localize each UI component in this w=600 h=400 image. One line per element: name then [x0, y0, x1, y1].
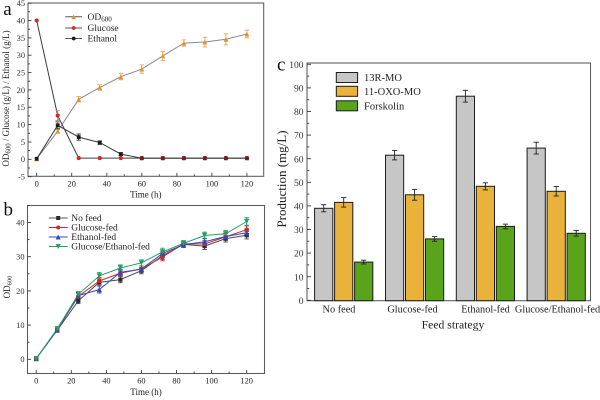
svg-text:Glucose-fed: Glucose-fed: [387, 305, 438, 316]
svg-text:0: 0: [35, 180, 39, 189]
svg-text:120: 120: [241, 180, 254, 189]
svg-text:45: 45: [17, 0, 25, 8]
svg-text:100: 100: [206, 180, 219, 189]
svg-text:b: b: [4, 200, 14, 221]
svg-text:30: 30: [17, 51, 25, 60]
svg-text:Time (h): Time (h): [130, 387, 161, 397]
svg-text:30: 30: [16, 253, 24, 262]
svg-text:0: 0: [20, 355, 24, 364]
svg-text:a: a: [3, 0, 12, 20]
svg-text:0: 0: [299, 297, 304, 307]
svg-text:120: 120: [240, 377, 253, 386]
svg-text:60: 60: [137, 377, 145, 386]
svg-text:90: 90: [294, 85, 304, 95]
svg-text:80: 80: [173, 180, 181, 189]
svg-text:10: 10: [16, 321, 24, 330]
svg-text:25: 25: [17, 69, 25, 78]
svg-text:20: 20: [67, 377, 75, 386]
svg-text:Time (h): Time (h): [130, 189, 161, 199]
svg-text:Feed strategy: Feed strategy: [422, 318, 485, 331]
svg-text:5: 5: [21, 138, 25, 147]
svg-text:10: 10: [294, 273, 304, 283]
svg-text:Ethanol: Ethanol: [88, 35, 118, 45]
svg-text:40: 40: [16, 218, 24, 227]
svg-text:0: 0: [34, 377, 38, 386]
svg-text:OD600 / Glucose (g/L) / Ethano: OD600 / Glucose (g/L) / Ethanol (g/L): [1, 30, 13, 166]
svg-text:Glucose-fed: Glucose-fed: [71, 223, 118, 234]
svg-text:Production (mg/L): Production (mg/L): [274, 130, 289, 227]
svg-text:15: 15: [17, 103, 25, 112]
svg-text:20: 20: [16, 287, 24, 296]
svg-text:100: 100: [205, 377, 218, 386]
svg-text:80: 80: [172, 377, 180, 386]
svg-text:80: 80: [294, 108, 304, 118]
svg-text:30: 30: [294, 226, 304, 236]
svg-text:40: 40: [103, 180, 111, 189]
svg-text:40: 40: [17, 16, 25, 25]
svg-text:35: 35: [17, 34, 25, 43]
svg-text:c: c: [277, 55, 285, 76]
svg-text:50: 50: [294, 179, 304, 189]
svg-text:20: 20: [294, 250, 304, 260]
svg-text:40: 40: [102, 377, 110, 386]
svg-text:13R-MO: 13R-MO: [364, 73, 402, 84]
svg-text:Glucose/Ethanol-fed: Glucose/Ethanol-fed: [515, 305, 600, 316]
svg-text:10: 10: [17, 121, 25, 130]
svg-text:60: 60: [138, 180, 146, 189]
svg-text:Ethanol-fed: Ethanol-fed: [461, 305, 510, 316]
svg-text:100: 100: [289, 61, 304, 71]
svg-text:20: 20: [68, 180, 76, 189]
svg-text:Glucose/Ethanol-fed: Glucose/Ethanol-fed: [71, 242, 150, 253]
svg-text:No feed: No feed: [71, 213, 102, 224]
svg-text:Glucose: Glucose: [88, 24, 119, 34]
svg-text:20: 20: [17, 86, 25, 95]
svg-text:OD600: OD600: [2, 276, 14, 299]
svg-text:0: 0: [21, 155, 25, 164]
svg-text:Forskolin: Forskolin: [364, 102, 405, 113]
svg-text:11-OXO-MO: 11-OXO-MO: [364, 87, 421, 98]
svg-text:60: 60: [294, 155, 304, 165]
svg-text:OD600: OD600: [88, 13, 113, 24]
svg-text:-5: -5: [18, 173, 25, 182]
svg-text:70: 70: [294, 132, 304, 142]
svg-text:No feed: No feed: [323, 305, 357, 316]
svg-text:Ethanol-fed: Ethanol-fed: [71, 232, 116, 243]
svg-text:40: 40: [294, 203, 304, 213]
